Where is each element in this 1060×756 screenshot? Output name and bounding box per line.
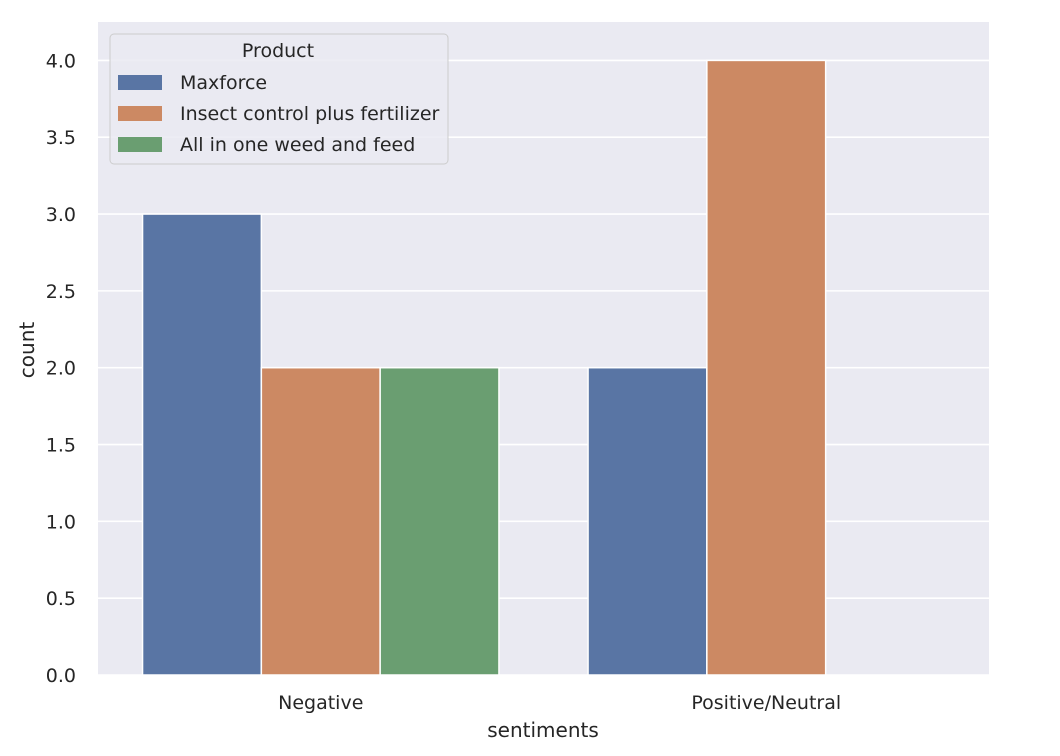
bar	[587, 366, 708, 676]
legend-swatch	[118, 106, 162, 121]
bar	[260, 366, 381, 676]
y-tick-label: 0.0	[46, 665, 76, 687]
y-tick-label: 3.0	[46, 204, 76, 226]
y-tick-label: 2.0	[46, 358, 76, 380]
y-tick-label: 3.5	[46, 127, 76, 149]
legend-label: Insect control plus fertilizer	[180, 103, 440, 125]
y-tick-label: 4.0	[46, 50, 76, 72]
legend-box	[109, 33, 449, 165]
legend-swatch	[118, 75, 162, 90]
x-tick-label: Positive/Neutral	[691, 692, 841, 714]
legend-swatch	[118, 137, 162, 152]
x-axis-ticks: Negative Positive/Neutral	[278, 692, 841, 714]
y-axis-label: count	[15, 322, 39, 379]
legend-label: All in one weed and feed	[180, 134, 415, 156]
y-tick-label: 0.5	[46, 588, 76, 610]
legend: Product Maxforce Insect control plus fert…	[109, 33, 449, 165]
x-tick-label: Negative	[278, 692, 363, 714]
y-tick-label: 1.0	[46, 511, 76, 533]
x-axis-label: sentiments	[487, 718, 599, 742]
legend-title: Product	[242, 40, 314, 62]
y-axis-ticks: 0.0 0.5 1.0 1.5 2.0 2.5 3.0 3.5 4.0	[46, 50, 76, 687]
bars	[141, 59, 827, 676]
bar	[379, 366, 500, 676]
legend-label: Maxforce	[180, 72, 267, 94]
bar	[706, 59, 827, 676]
bar	[141, 213, 263, 676]
y-tick-label: 1.5	[46, 435, 76, 457]
y-tick-label: 2.5	[46, 281, 76, 303]
legend-entries: Maxforce Insect control plus fertilizer Al…	[118, 72, 440, 156]
